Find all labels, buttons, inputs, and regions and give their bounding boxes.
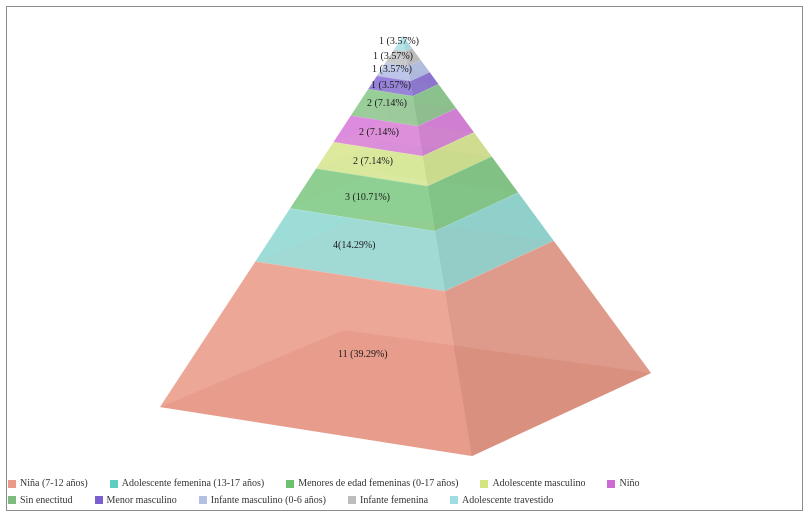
pyramid-segment-front-right — [405, 48, 421, 66]
legend-label: Sin enectitud — [20, 494, 73, 506]
pyramid-segment-front-left — [255, 208, 445, 291]
pyramid-segment-front-right — [422, 132, 492, 186]
pyramid-segment-front-left — [394, 36, 406, 51]
legend-label: Adolescente masculino — [492, 478, 586, 489]
pyramid-segment-front-left — [377, 62, 411, 81]
pyramid-chart: 11 (39.29%) 4(14.29%) 3 (10.71%) 2 (7.14%) 2… — [160, 36, 651, 456]
legend-swatch — [480, 479, 489, 488]
segment-data-label: 1 (3.57%) — [372, 64, 412, 75]
segment-data-label: 4(14.29%) — [333, 240, 376, 251]
pyramid-segment-front-left — [385, 49, 408, 66]
legend-label: Niña (7-12 años) — [20, 478, 88, 489]
legend-item: Adolescente femenina (13-17 años) — [109, 476, 265, 491]
legend-label: Niño — [619, 478, 640, 489]
legend-item: Adolescente travestido — [450, 493, 553, 508]
segment-data-label: 1 (3.57%) — [371, 80, 411, 91]
legend-swatch — [198, 496, 207, 504]
legend-swatch — [109, 479, 118, 488]
segment-data-label: 1 (3.57%) — [379, 36, 419, 47]
pyramid-segment-front-right — [435, 192, 554, 291]
legend-swatch — [607, 479, 616, 488]
legend-swatch — [8, 479, 16, 488]
legend-swatch — [8, 496, 16, 504]
legend-label: Menor masculino — [106, 494, 177, 506]
pyramid-segment-front-right — [412, 84, 457, 126]
legend-swatch — [348, 496, 357, 504]
legend-label: Adolescente femenina (13-17 años) — [121, 478, 265, 489]
pyramid-segment-front-left — [160, 261, 472, 456]
segment-data-label: 11 (39.29%) — [338, 349, 388, 360]
legend-label: Infante masculino (0-6 años) — [210, 494, 327, 506]
pyramid-segment-front-left — [333, 115, 423, 156]
legend-item: Menores de edad femeninas (0-17 años) — [286, 476, 458, 491]
legend-item: Sin enectitud — [8, 493, 73, 508]
pyramid-segment-front-left — [350, 89, 418, 126]
legend-swatch — [286, 479, 295, 488]
legend-label: Menores de edad femeninas (0-17 años) — [298, 478, 459, 489]
legend-item: Infante masculino (0-6 años) — [198, 493, 327, 508]
chart-legend: Niña (7-12 años) Adolescente femenina (13… — [8, 476, 798, 509]
legend-item: Niño — [607, 476, 639, 491]
segment-data-label: 2 (7.14%) — [359, 127, 399, 138]
pyramid-segment-front-left — [316, 142, 428, 186]
segment-data-label: 2 (7.14%) — [353, 156, 393, 167]
legend-swatch — [450, 496, 459, 504]
legend-item: Adolescente masculino — [480, 476, 585, 491]
segment-data-label: 3 (10.71%) — [345, 192, 390, 203]
pyramid-segment-front-right — [417, 108, 474, 156]
legend-swatch — [94, 496, 103, 504]
pyramid-segment-front-right — [407, 60, 430, 81]
legend-item: Menor masculino — [94, 493, 177, 508]
pyramid-segment-front-right — [427, 156, 519, 231]
legend-label: Adolescente travestido — [462, 494, 554, 506]
pyramid-segment-front-right — [444, 240, 651, 456]
segment-data-label: 2 (7.14%) — [367, 98, 407, 109]
pyramid-segment-front-left — [368, 75, 413, 96]
legend-label: Infante femenina — [360, 494, 429, 506]
legend-item: Niña (7-12 años) — [8, 476, 88, 491]
segment-data-label: 1 (3.57%) — [373, 51, 413, 62]
pyramid-segment-front-right — [403, 36, 412, 51]
pyramid-segment-front-left — [290, 168, 435, 231]
legend-item: Infante femenina — [348, 493, 428, 508]
